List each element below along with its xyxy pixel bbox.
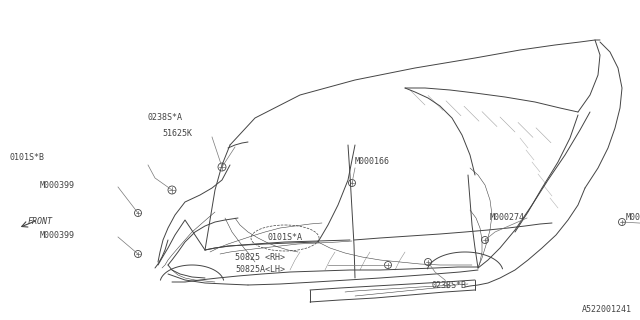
- Text: 0238S*B: 0238S*B: [432, 282, 467, 291]
- Text: M000166: M000166: [355, 157, 390, 166]
- Text: 0238S*A: 0238S*A: [148, 114, 183, 123]
- Text: M000355: M000355: [626, 213, 640, 222]
- Text: 51625K: 51625K: [162, 129, 192, 138]
- Text: FRONT: FRONT: [28, 218, 53, 227]
- Text: 0101S*B: 0101S*B: [10, 154, 45, 163]
- Text: M000274: M000274: [490, 213, 525, 222]
- Text: 50825 <RH>: 50825 <RH>: [235, 253, 285, 262]
- Text: 0101S*A: 0101S*A: [268, 234, 303, 243]
- Text: 50825A<LH>: 50825A<LH>: [235, 266, 285, 275]
- Text: M000399: M000399: [40, 180, 75, 189]
- Text: A522001241: A522001241: [582, 306, 632, 315]
- Text: M000399: M000399: [40, 230, 75, 239]
